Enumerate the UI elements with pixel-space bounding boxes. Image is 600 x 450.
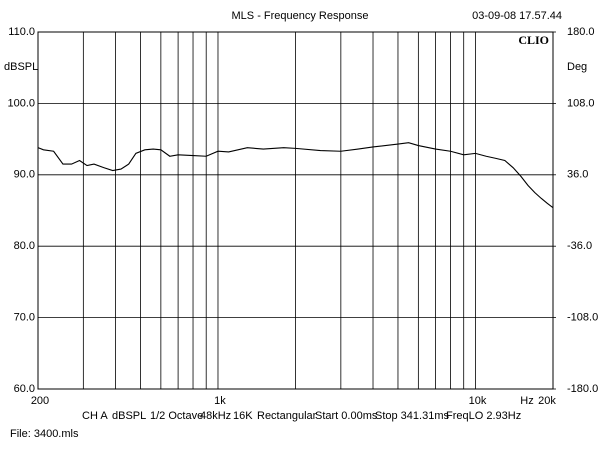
footer-item: Rectangular: [257, 410, 317, 422]
footer-item: CH A: [82, 410, 108, 422]
y-tick-label: 100.0: [7, 97, 35, 109]
y2-axis-label: Deg: [567, 61, 587, 73]
response-curve: [37, 142, 554, 209]
file-name: File: 3400.mls: [10, 428, 79, 440]
footer-item: 16K: [233, 410, 253, 422]
plot-frame: [37, 31, 554, 390]
x-tick-label: 20k: [538, 395, 556, 407]
chart-title: MLS - Frequency Response: [232, 10, 369, 22]
y-tick-label: 70.0: [14, 312, 35, 324]
timestamp: 03-09-08 17.57.44: [472, 10, 562, 22]
y2-tick-label: 36.0: [567, 169, 588, 181]
footer-item: 1/2 Octave: [150, 410, 203, 422]
footer-item: Start 0.00ms: [315, 410, 378, 422]
y-tick-label: 60.0: [14, 383, 35, 395]
footer-item: Stop 341.31ms: [375, 410, 449, 422]
y-tick-label: 110.0: [8, 26, 35, 38]
y2-tick-label: 180.0: [567, 26, 595, 38]
footer-item: FreqLO 2.93Hz: [446, 410, 521, 422]
y2-tick-label: 108.0: [567, 97, 595, 109]
footer-item: dBSPL: [112, 410, 146, 422]
x-axis-label: Hz: [520, 395, 533, 407]
x-tick-label: 1k: [214, 395, 226, 407]
y2-tick-label: -180.0: [567, 383, 598, 395]
y-tick-label: 90.0: [14, 169, 35, 181]
x-tick-label: 10k: [469, 395, 487, 407]
brand: CLIO: [518, 33, 549, 47]
y-axis-label: dBSPL: [4, 61, 38, 73]
y2-tick-label: -36.0: [567, 240, 592, 252]
y2-tick-label: -108.0: [567, 312, 598, 324]
x-tick-label: 200: [31, 395, 49, 407]
footer-item: 48kHz: [200, 410, 231, 422]
y-tick-label: 80.0: [14, 240, 35, 252]
